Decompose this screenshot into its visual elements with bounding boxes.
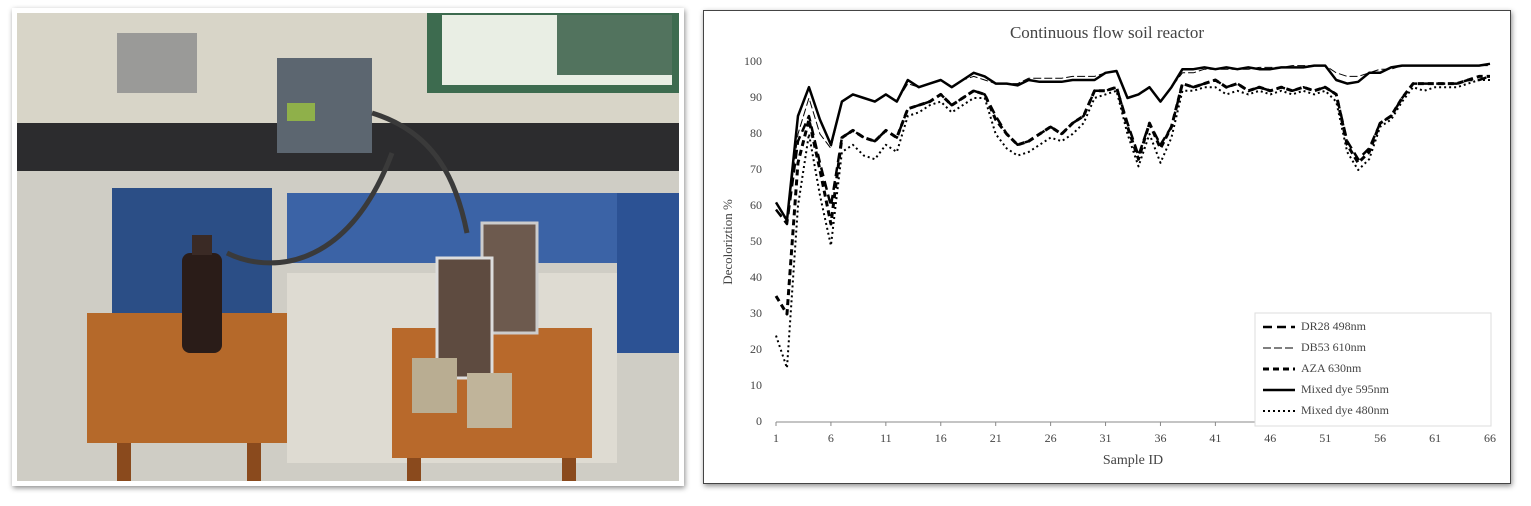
- legend-label: Mixed dye 480nm: [1301, 403, 1390, 417]
- x-tick-label: 21: [990, 431, 1002, 445]
- cabinet-panel: [617, 193, 679, 353]
- x-tick-label: 66: [1484, 431, 1496, 445]
- x-tick-label: 31: [1100, 431, 1112, 445]
- y-tick-label: 80: [750, 126, 762, 140]
- x-tick-label: 6: [828, 431, 834, 445]
- drawer: [287, 193, 627, 263]
- y-tick-label: 20: [750, 342, 762, 356]
- y-tick-label: 90: [750, 90, 762, 104]
- bottle: [182, 253, 222, 353]
- tube: [225, 152, 395, 266]
- x-tick-label: 61: [1429, 431, 1441, 445]
- pump-display: [287, 103, 315, 121]
- x-tick-label: 41: [1209, 431, 1221, 445]
- series-line: [774, 62, 1491, 222]
- bottle-neck: [192, 235, 212, 255]
- x-tick-label: 56: [1374, 431, 1386, 445]
- stool-leg: [247, 443, 261, 481]
- y-tick-label: 0: [756, 414, 762, 428]
- legend-label: AZA 630nm: [1301, 361, 1362, 375]
- compressor: [117, 33, 197, 93]
- series-line: [774, 74, 1490, 316]
- x-tick-label: 1: [773, 431, 779, 445]
- x-tick-label: 46: [1264, 431, 1276, 445]
- tube: [371, 110, 470, 234]
- y-tick-label: 60: [750, 198, 762, 212]
- tank: [557, 15, 672, 75]
- x-tick-label: 26: [1045, 431, 1057, 445]
- x-tick-label: 51: [1319, 431, 1331, 445]
- x-axis-label: Sample ID: [1103, 453, 1163, 468]
- x-tick-label: 16: [935, 431, 947, 445]
- legend-label: DR28 498nm: [1301, 319, 1367, 333]
- photo: [12, 8, 684, 486]
- x-tick-label: 36: [1154, 431, 1166, 445]
- stool-leg: [407, 458, 421, 481]
- chart-title: Continuous flow soil reactor: [1010, 23, 1204, 42]
- y-tick-label: 10: [750, 378, 762, 392]
- y-tick-label: 40: [750, 270, 762, 284]
- x-tick-label: 11: [880, 431, 892, 445]
- stool-leg: [562, 458, 576, 481]
- brick: [412, 358, 457, 413]
- legend-label: Mixed dye 595nm: [1301, 382, 1390, 396]
- brick: [467, 373, 512, 428]
- y-tick-label: 30: [750, 306, 762, 320]
- y-tick-label: 100: [744, 54, 762, 68]
- y-tick-label: 70: [750, 162, 762, 176]
- series-line: [775, 79, 1490, 369]
- y-axis-label: Decoloriztion %: [720, 199, 735, 285]
- y-tick-label: 50: [750, 234, 762, 248]
- lab-scene: [17, 13, 679, 481]
- stool-leg: [117, 443, 131, 481]
- legend-label: DB53 610nm: [1301, 340, 1367, 354]
- legend: DR28 498nm DB53 610nm AZA 630nm Mixed dye 5…: [1254, 312, 1492, 427]
- chart: Continuous flow soil reactor Sample ID D…: [703, 10, 1511, 484]
